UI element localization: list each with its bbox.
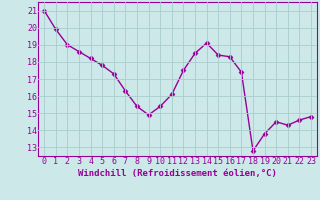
- X-axis label: Windchill (Refroidissement éolien,°C): Windchill (Refroidissement éolien,°C): [78, 169, 277, 178]
